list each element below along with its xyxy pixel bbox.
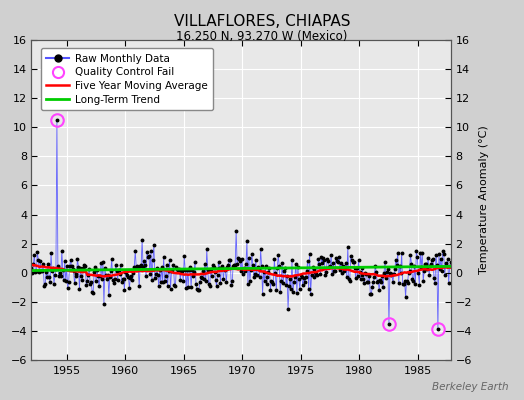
Text: VILLAFLORES, CHIAPAS: VILLAFLORES, CHIAPAS <box>174 14 350 29</box>
Y-axis label: Temperature Anomaly (°C): Temperature Anomaly (°C) <box>479 126 489 274</box>
Text: 16.250 N, 93.270 W (Mexico): 16.250 N, 93.270 W (Mexico) <box>176 30 348 43</box>
Legend: Raw Monthly Data, Quality Control Fail, Five Year Moving Average, Long-Term Tren: Raw Monthly Data, Quality Control Fail, … <box>41 48 213 110</box>
Text: Berkeley Earth: Berkeley Earth <box>432 382 508 392</box>
